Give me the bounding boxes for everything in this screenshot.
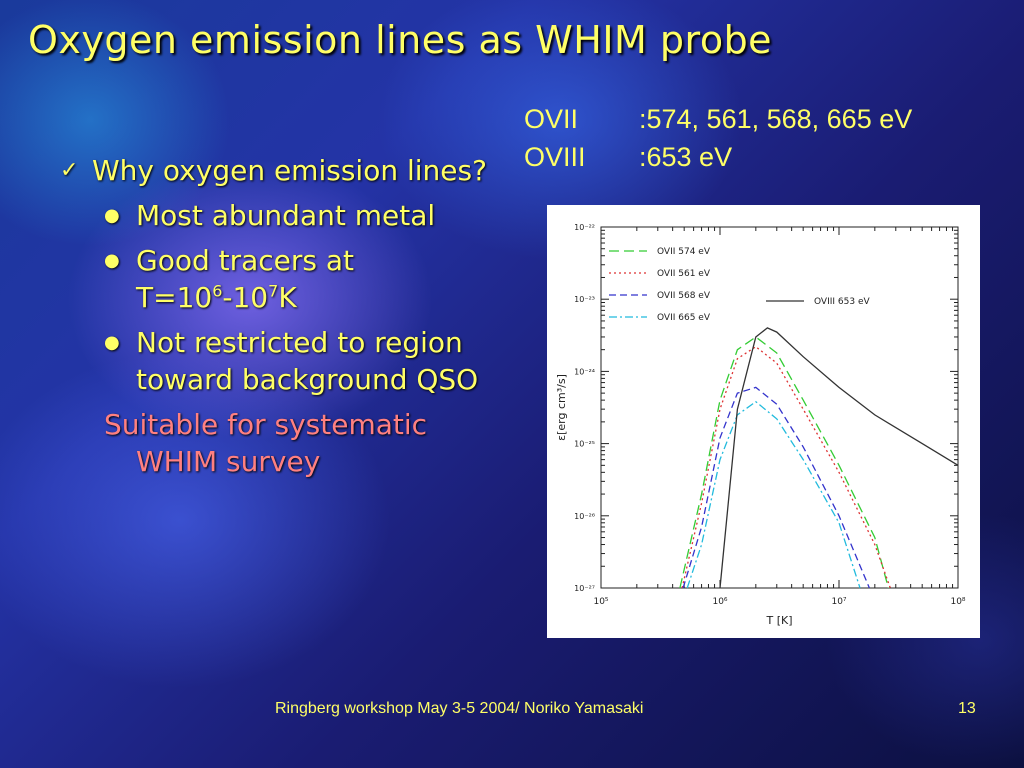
y-tick-label: 10⁻²⁵	[574, 440, 595, 449]
sub-bullet-1-text: Most abundant metal	[136, 199, 436, 232]
legend-label: OVII 568 eV	[657, 291, 711, 301]
sub-bullet-3: ● Not restricted to region toward backgr…	[104, 324, 500, 398]
sub-bullet-3-text: Not restricted to region toward backgrou…	[136, 326, 479, 396]
bullet-dot-icon: ●	[104, 250, 120, 271]
x-tick-label: 10⁶	[712, 597, 727, 607]
sub-bullet-2: ● Good tracers at T=106-107K	[104, 242, 500, 316]
sub2-part-a: Good tracers at	[136, 244, 355, 277]
sub2-exp-2: 7	[268, 281, 279, 301]
bullet-list: ✓ Why oxygen emission lines? ● Most abun…	[60, 152, 500, 480]
y-tick-label: 10⁻²²	[574, 223, 595, 232]
y-tick-label: 10⁻²⁷	[574, 584, 595, 593]
sub2-part-d: K	[278, 281, 297, 314]
series-line-3	[686, 400, 861, 589]
page-number: 13	[958, 700, 976, 717]
highlight-text: Suitable for systematic WHIM survey	[104, 408, 428, 478]
y-tick-label: 10⁻²³	[574, 295, 595, 304]
series-line-0	[679, 336, 890, 589]
legend-label: OVII 665 eV	[657, 313, 711, 323]
oviii-label: OVIII	[524, 142, 586, 172]
oviii-line-row: OVIII :653 eV	[524, 138, 912, 176]
y-tick-label: 10⁻²⁴	[574, 367, 595, 376]
oviii-energies: :653 eV	[639, 142, 733, 172]
sub2-exp-1: 6	[212, 281, 223, 301]
x-tick-label: 10⁷	[831, 597, 846, 607]
x-tick-label: 10⁵	[593, 597, 608, 607]
series-line-2	[682, 386, 870, 589]
slide-title: Oxygen emission lines as WHIM probe	[28, 18, 773, 62]
checkmark-icon: ✓	[60, 158, 79, 183]
x-tick-label: 10⁸	[950, 597, 965, 607]
series-line-1	[681, 345, 891, 589]
legend-label: OVII 574 eV	[657, 247, 711, 257]
ovii-energies: :574, 561, 568, 665 eV	[639, 104, 913, 134]
main-bullet: ✓ Why oxygen emission lines?	[60, 152, 500, 189]
y-axis-label: ε[erg cm³/s]	[555, 374, 568, 441]
sub2-part-b: T=10	[136, 281, 213, 314]
ovii-line-row: OVII :574, 561, 568, 665 eV	[524, 100, 912, 138]
series-line-4	[719, 327, 959, 589]
main-bullet-text: Why oxygen emission lines?	[92, 154, 487, 187]
legend-label: OVII 561 eV	[657, 269, 711, 279]
plot-frame	[600, 226, 959, 589]
sub-bullet-1: ● Most abundant metal	[104, 197, 500, 234]
chart-svg: 10⁵ 10⁶ 10⁷ 10⁸ 10⁻²² 10⁻²³ 10⁻²⁴ 10⁻²⁵ 10⁻²⁶ 10⁻…	[555, 223, 966, 627]
legend-label: OVIII 653 eV	[814, 297, 870, 307]
emission-lines-list: OVII :574, 561, 568, 665 eV OVIII :653 e…	[524, 100, 912, 176]
sub-bullet-2-text: Good tracers at T=106-107K	[136, 242, 500, 316]
footer-text: Ringberg workshop May 3-5 2004/ Noriko Y…	[275, 700, 644, 717]
bullet-dot-icon: ●	[104, 332, 120, 353]
y-tick-label: 10⁻²⁶	[574, 512, 595, 521]
emissivity-chart: 10⁵ 10⁶ 10⁷ 10⁸ 10⁻²² 10⁻²³ 10⁻²⁴ 10⁻²⁵ 10⁻²⁶ 10⁻…	[547, 205, 980, 638]
x-axis-label: T [K]	[765, 614, 792, 627]
ovii-label: OVII	[524, 104, 579, 134]
sub2-part-c: -10	[222, 281, 269, 314]
bullet-dot-icon: ●	[104, 205, 120, 226]
